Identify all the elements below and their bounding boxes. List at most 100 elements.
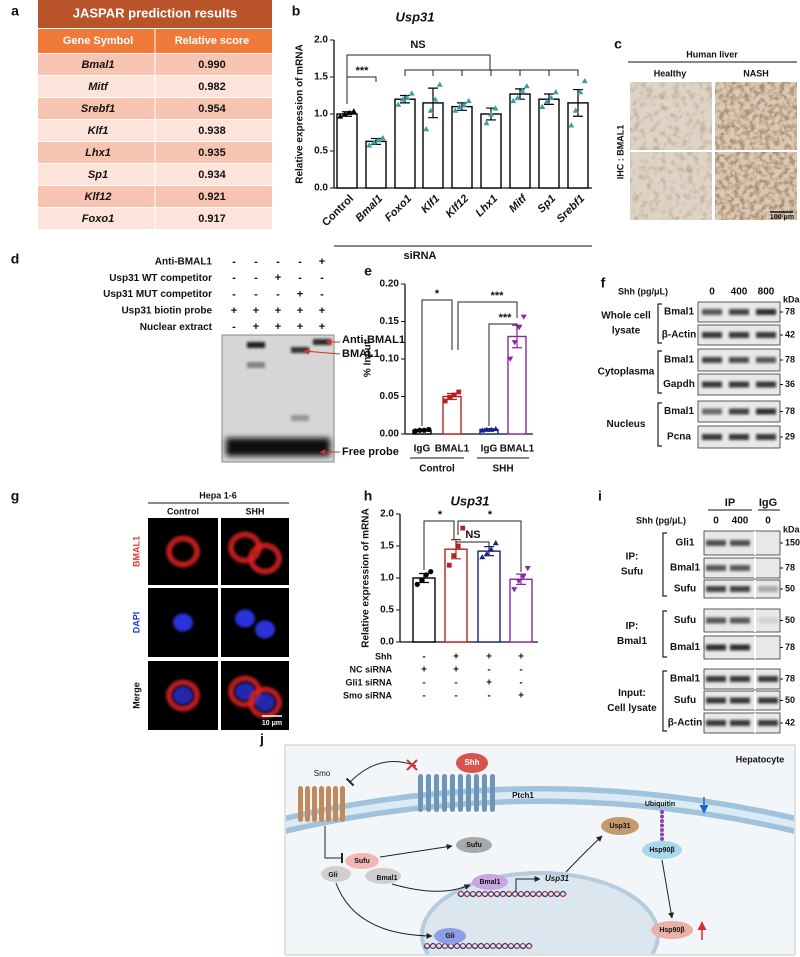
- y-tick-label: 0.15: [380, 316, 400, 327]
- blot-band: [702, 357, 722, 363]
- if-red-signal: [166, 535, 200, 568]
- ihc-image-texture: [715, 152, 797, 220]
- blot-band: [758, 697, 778, 704]
- smo-helix: [298, 786, 303, 822]
- label: Ptch1: [512, 791, 534, 800]
- smo-helix: [333, 786, 338, 822]
- data-point: [492, 105, 499, 111]
- table-cell: 0.954: [198, 103, 226, 115]
- blot-band: [702, 434, 722, 440]
- condition-sign: +: [319, 321, 325, 333]
- condition-sign: -: [454, 678, 457, 689]
- table-cell: Srebf1: [81, 103, 115, 115]
- band-label: BMAL1: [342, 348, 380, 360]
- treatment-label: Shh (pg/μL): [618, 286, 668, 296]
- y-tick-label: 1.5: [314, 72, 328, 83]
- table-header: Gene Symbol: [63, 35, 133, 47]
- significance-bracket: [346, 76, 377, 82]
- condition-sign: -: [232, 321, 236, 333]
- significance-bracket: [488, 323, 518, 426]
- data-point: [379, 134, 386, 141]
- data-point: [465, 97, 472, 104]
- blot-band: [702, 309, 722, 315]
- data-point: [337, 113, 344, 119]
- group-bracket: [657, 402, 662, 447]
- data-point: [479, 554, 486, 560]
- unit-label: kDa: [783, 294, 800, 304]
- kda-label: 29: [785, 431, 795, 441]
- data-point: [524, 566, 531, 572]
- condition-sign: -: [320, 289, 324, 301]
- table-header: Relative score: [175, 35, 250, 47]
- condition-sign: +: [275, 272, 281, 284]
- condition-label: Shh: [375, 651, 392, 661]
- label: Gli: [445, 933, 454, 940]
- blot-band: [758, 720, 778, 726]
- annotation: *: [438, 509, 443, 521]
- sufu-protein: [345, 853, 379, 869]
- data-point: [479, 427, 486, 433]
- group-label: lysate: [612, 326, 641, 337]
- bmal1-nuclear: [472, 874, 508, 890]
- blot-band: [729, 357, 749, 363]
- bar: [336, 113, 358, 189]
- label: Smo: [314, 769, 331, 778]
- y-tick-label: 0.00: [380, 429, 400, 440]
- if-image: [148, 518, 218, 585]
- data-point: [488, 111, 494, 117]
- condition-sign: +: [297, 305, 303, 317]
- dose-label: 0: [765, 516, 771, 527]
- band-label: Free probe: [342, 446, 399, 458]
- gel-band: [313, 339, 331, 345]
- data-point: [456, 103, 463, 109]
- smo-helix: [312, 786, 317, 822]
- arrow: [661, 859, 675, 919]
- ptch1-helix: [482, 774, 487, 812]
- condition-sign: +: [453, 665, 459, 676]
- inhibition: [324, 826, 343, 863]
- bar: [451, 105, 473, 189]
- ubiquitin-bead: [660, 832, 664, 837]
- blot-band: [730, 565, 750, 571]
- band-label: Anti-BMAL1: [342, 334, 405, 346]
- blot-label: Bmal1: [664, 307, 694, 318]
- if-image: [221, 588, 289, 657]
- y-axis-label: Relative expression of mRNA: [361, 508, 372, 648]
- blot-band: [702, 408, 722, 415]
- condition-sign: +: [275, 305, 281, 317]
- hsp-complex: [642, 841, 682, 859]
- x-tick-label: BMAL1: [500, 444, 535, 455]
- table-cell: Lhx1: [85, 147, 111, 159]
- kda-label: 42: [785, 717, 795, 727]
- y-axis-label: Relative expression of mRNA: [295, 44, 306, 184]
- row-label: Merge: [131, 682, 141, 709]
- data-point: [548, 94, 555, 101]
- condition-sign: -: [519, 665, 522, 676]
- condition-sign: -: [422, 652, 425, 663]
- ptch1-helix: [418, 774, 423, 812]
- bmal1-protein: [365, 868, 401, 884]
- blot-band: [730, 697, 750, 704]
- data-point: [488, 546, 495, 552]
- panel-label: a: [11, 3, 19, 19]
- data-point: [519, 87, 526, 93]
- group-label: Nucleus: [607, 419, 646, 430]
- data-point: [452, 107, 459, 113]
- blot-label: Gli1: [676, 538, 695, 549]
- blot-label: Bmal1: [664, 355, 694, 366]
- data-point: [483, 426, 490, 432]
- shh-ligand: [456, 753, 488, 773]
- y-tick-label: 1.0: [314, 109, 328, 120]
- panel-label: f: [601, 275, 606, 291]
- data-point: [366, 142, 373, 148]
- y-tick-label: 2.0: [380, 509, 394, 520]
- data-point: [511, 340, 518, 346]
- if-nucleus: [255, 620, 275, 639]
- condition-sign: +: [319, 256, 325, 268]
- kda-label: 150: [785, 537, 800, 547]
- data-point: [515, 578, 522, 584]
- row-label: DAPI: [131, 612, 141, 634]
- condition-sign: -: [232, 256, 236, 268]
- arrow: [335, 882, 433, 939]
